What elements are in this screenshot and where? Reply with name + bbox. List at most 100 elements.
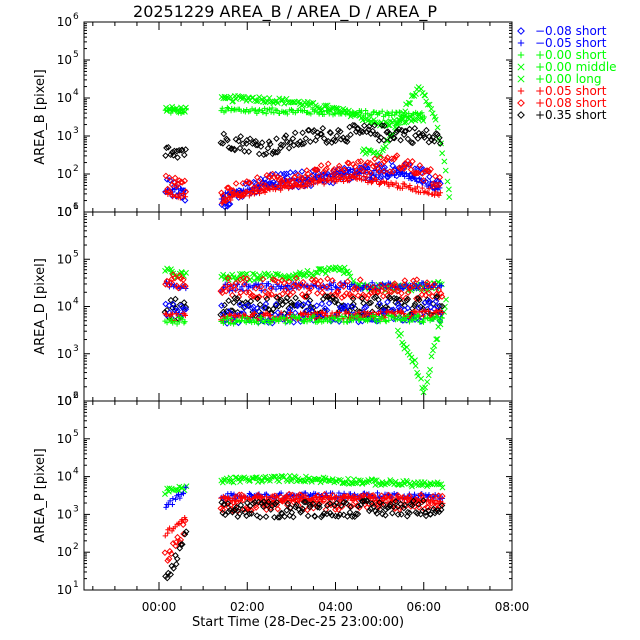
data-point <box>273 286 279 292</box>
data-point <box>441 158 448 165</box>
data-point <box>430 182 437 190</box>
data-point <box>267 504 275 512</box>
data-point <box>313 302 321 309</box>
data-point <box>428 353 435 360</box>
data-point <box>420 481 427 488</box>
data-point <box>329 314 335 320</box>
data-point <box>236 301 244 309</box>
data-point <box>420 313 427 319</box>
data-point <box>411 300 419 308</box>
data-point <box>253 512 261 519</box>
data-point <box>344 319 351 325</box>
data-point <box>314 492 321 499</box>
data-point <box>288 491 296 499</box>
data-point <box>346 290 354 298</box>
data-point <box>250 475 257 482</box>
data-point <box>363 283 371 291</box>
data-point <box>246 193 252 199</box>
y-tick-exponent: 6 <box>73 202 79 212</box>
data-point <box>367 299 375 307</box>
data-point <box>169 501 176 508</box>
data-point <box>173 282 181 289</box>
data-point <box>166 188 174 195</box>
data-point <box>180 299 188 306</box>
data-point <box>361 146 367 153</box>
data-point <box>285 144 293 152</box>
data-point <box>278 310 284 316</box>
data-point <box>436 134 443 142</box>
data-point <box>317 277 324 285</box>
data-point <box>228 315 234 322</box>
data-point <box>365 299 373 307</box>
data-point <box>329 287 335 293</box>
data-point <box>388 313 394 319</box>
y-tick-exponent: 2 <box>73 391 79 401</box>
data-point <box>223 184 231 192</box>
data-point <box>274 514 282 521</box>
data-point <box>329 167 337 175</box>
data-point <box>311 500 318 507</box>
data-point <box>384 282 392 290</box>
data-point <box>263 506 270 514</box>
data-point <box>336 165 343 173</box>
data-point <box>288 478 295 484</box>
data-point <box>412 362 419 369</box>
data-point <box>260 151 268 159</box>
data-point <box>394 300 402 308</box>
data-point <box>283 507 290 514</box>
data-point <box>413 189 419 195</box>
data-point <box>329 277 336 284</box>
data-point <box>312 178 318 184</box>
data-point <box>293 501 300 509</box>
data-point <box>446 194 453 200</box>
data-point <box>262 150 270 158</box>
data-point <box>253 98 260 105</box>
legend-entry: −0.05 short <box>517 36 607 50</box>
data-point <box>323 510 331 518</box>
data-point <box>380 122 388 130</box>
data-point <box>257 283 265 291</box>
data-point <box>348 166 354 173</box>
data-point <box>378 309 384 315</box>
series-2-2 <box>394 296 449 396</box>
data-point <box>349 281 355 288</box>
data-point <box>284 317 291 323</box>
data-point <box>400 165 408 172</box>
data-point <box>243 499 251 507</box>
data-point <box>299 505 306 512</box>
data-point <box>401 480 408 487</box>
data-point <box>358 295 366 302</box>
data-point <box>438 302 446 310</box>
data-point <box>368 492 376 500</box>
data-point <box>170 178 178 186</box>
data-point <box>248 491 254 498</box>
data-point <box>237 475 244 482</box>
x-tick-label: 02:00 <box>230 600 265 614</box>
data-point <box>427 303 435 311</box>
data-point <box>321 490 328 498</box>
data-point <box>254 305 261 312</box>
data-point <box>284 111 290 117</box>
data-point <box>265 317 271 323</box>
data-point <box>236 510 243 517</box>
data-point <box>409 158 416 165</box>
y-tick-exponent: 2 <box>73 164 79 174</box>
data-point <box>437 506 445 514</box>
data-point <box>301 293 308 300</box>
data-point <box>350 317 357 323</box>
data-point <box>225 281 233 288</box>
data-point <box>271 110 277 116</box>
data-point <box>438 481 445 488</box>
data-point <box>424 378 431 385</box>
data-point <box>390 503 397 511</box>
data-point <box>420 497 427 504</box>
data-point <box>377 282 385 289</box>
data-point <box>431 316 437 323</box>
data-point <box>344 513 351 520</box>
data-point <box>286 139 294 146</box>
data-point <box>281 100 288 107</box>
data-point <box>271 500 279 508</box>
data-point <box>402 173 408 180</box>
data-point <box>231 503 238 510</box>
data-point <box>365 507 373 515</box>
